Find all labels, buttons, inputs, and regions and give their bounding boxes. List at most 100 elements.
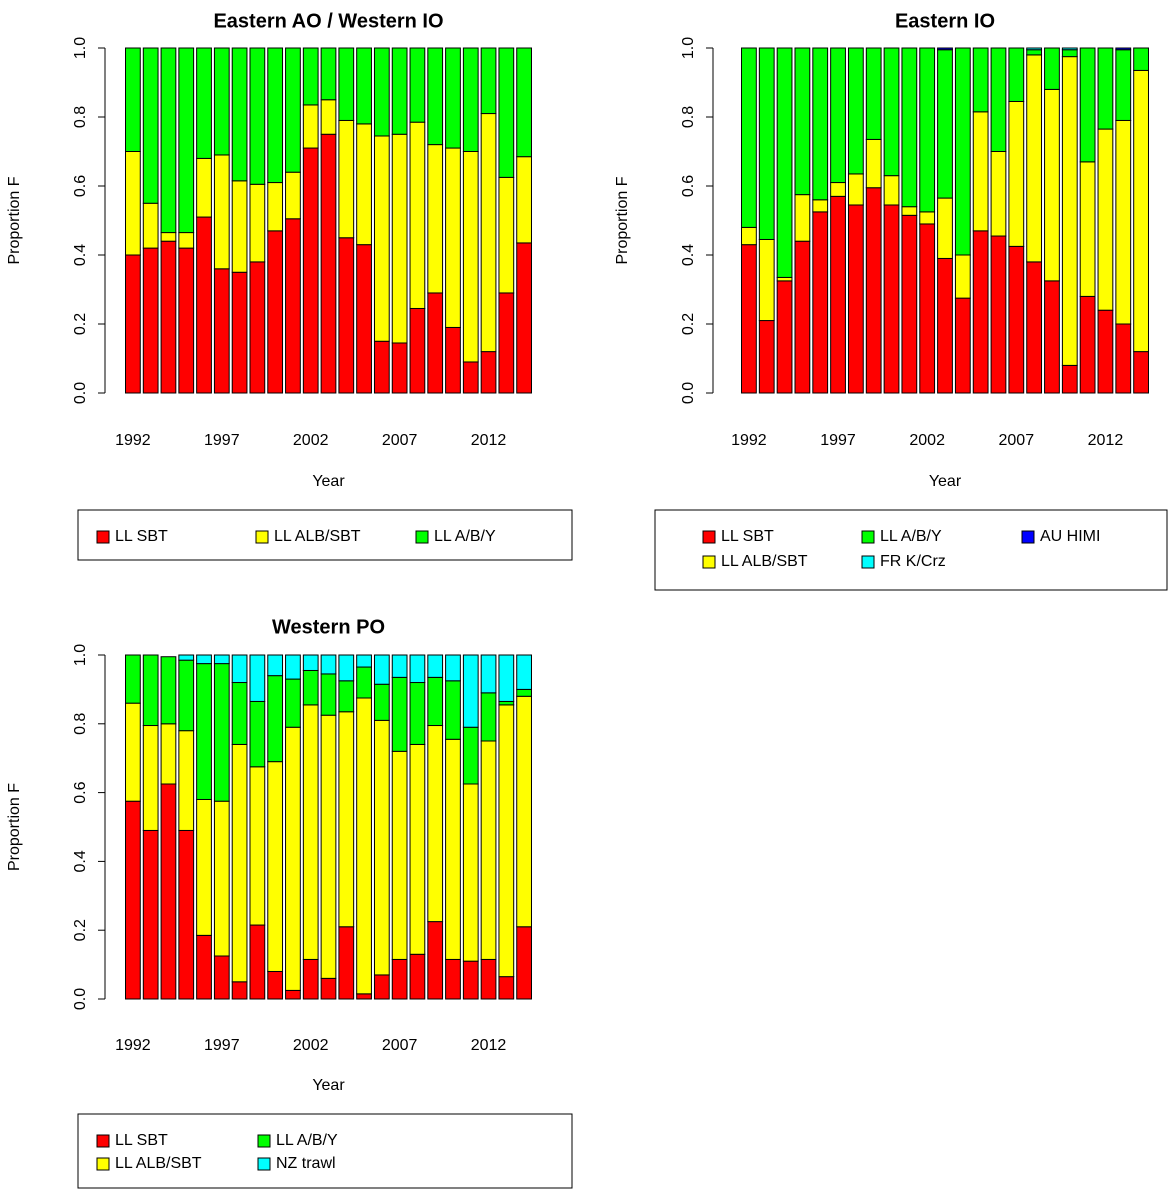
bar-segment (213, 955, 230, 1000)
bar-segment (883, 47, 900, 177)
legend-swatch (702, 555, 716, 569)
bar-segment (373, 654, 390, 685)
bar-segment (758, 238, 775, 322)
legend-swatch (1021, 530, 1035, 544)
bar-segment (516, 695, 532, 928)
legend-box (77, 1113, 573, 1189)
bar-segment (320, 714, 337, 979)
legend-swatch (255, 530, 269, 544)
bar-segment (847, 173, 864, 206)
legend-label: FR K/Crz (880, 553, 946, 570)
bar-segment (391, 47, 408, 135)
bar-segment (1026, 47, 1043, 51)
bar-segment (990, 151, 1007, 237)
bar-segment (373, 47, 390, 137)
bar-segment (213, 654, 230, 665)
bar-segment (1008, 100, 1025, 247)
y-tick-label: 1.0 (72, 644, 89, 666)
bar-segment (356, 123, 372, 246)
legend-label: AU HIMI (1040, 528, 1100, 545)
bar-segment (231, 981, 248, 1000)
y-tick-label: 0.8 (72, 106, 89, 128)
bar-segment (373, 340, 390, 394)
bar-segment (937, 47, 953, 51)
y-tick-label: 0.4 (680, 244, 697, 266)
bar-segment (1026, 54, 1043, 263)
bar-segment (249, 183, 266, 263)
bar-segment (937, 197, 953, 259)
bar-segment (267, 675, 284, 763)
bar-segment (462, 783, 479, 962)
bar-segment (954, 297, 971, 394)
bar-segment (758, 47, 775, 240)
bar-segment (919, 211, 936, 225)
bar-segment (320, 654, 337, 675)
legend-box (654, 509, 1168, 591)
bar-segment (516, 156, 532, 244)
bar-segment (213, 268, 230, 394)
y-tick-label: 0.2 (72, 313, 89, 335)
bar-segment (445, 326, 461, 394)
bar-segment (373, 719, 390, 976)
bar-segment (1061, 364, 1078, 394)
panel: Western PO Year Proportion F 0.0 0.2 0.4 0.6 0.… (6, 616, 573, 1189)
bar-segment (267, 230, 284, 394)
bar-segment (1079, 161, 1096, 297)
bar-segment (285, 47, 301, 173)
bar-segment (231, 271, 248, 394)
bar-segment (338, 680, 355, 713)
bar-segment (285, 726, 301, 991)
chart-title: Eastern AO / Western IO (213, 10, 443, 32)
bar-segment (409, 307, 426, 394)
bar-segment (427, 292, 444, 394)
bar-segment (320, 977, 337, 1000)
bar-segment (178, 829, 195, 1000)
y-tick-label: 0.4 (72, 850, 89, 872)
bar-segment (847, 47, 864, 175)
x-tick-label: 1992 (115, 432, 151, 449)
legend-label: LL A/B/Y (880, 528, 942, 545)
bar-segment (231, 47, 248, 182)
bar-segment (954, 254, 971, 299)
bar-segment (1097, 128, 1114, 311)
bar-segment (373, 135, 390, 342)
bar-segment (445, 47, 461, 149)
x-tick-label: 2012 (1088, 432, 1124, 449)
bar-segment (196, 47, 212, 159)
bar-segment (178, 730, 195, 831)
legend-label: LL A/B/Y (434, 528, 496, 545)
bar-segment (480, 351, 497, 394)
bar-segment (1008, 47, 1025, 102)
y-tick-label: 0.6 (680, 175, 697, 197)
x-tick-label: 2007 (382, 432, 418, 449)
x-tick-label: 2007 (999, 432, 1035, 449)
bar-segment (480, 654, 497, 694)
bar-segment (427, 725, 444, 923)
bar-segment (356, 654, 372, 668)
legend-label: LL SBT (721, 528, 774, 545)
bar-segment (196, 934, 212, 1000)
bar-segment (125, 654, 141, 704)
bar-segment (1044, 280, 1060, 394)
bar-segment (302, 147, 319, 394)
bar-segment (1097, 309, 1114, 394)
bar-segment (391, 133, 408, 344)
bar-segment (427, 47, 444, 146)
bar-segment (302, 669, 319, 706)
y-axis-label: Proportion F (6, 176, 23, 264)
bar-segment (196, 798, 212, 936)
bar-segment (196, 216, 212, 394)
bar-segment (919, 47, 936, 213)
bar-segment (937, 257, 953, 394)
bar-segment (1133, 47, 1149, 71)
y-tick-label: 0.8 (72, 713, 89, 735)
bar-segment (356, 666, 372, 699)
bar-segment (285, 218, 301, 394)
bar-segment (462, 361, 479, 394)
bar-segment (302, 654, 319, 671)
bar-segment (196, 654, 212, 665)
bar-segment (498, 654, 515, 702)
bar-segment (830, 47, 846, 184)
